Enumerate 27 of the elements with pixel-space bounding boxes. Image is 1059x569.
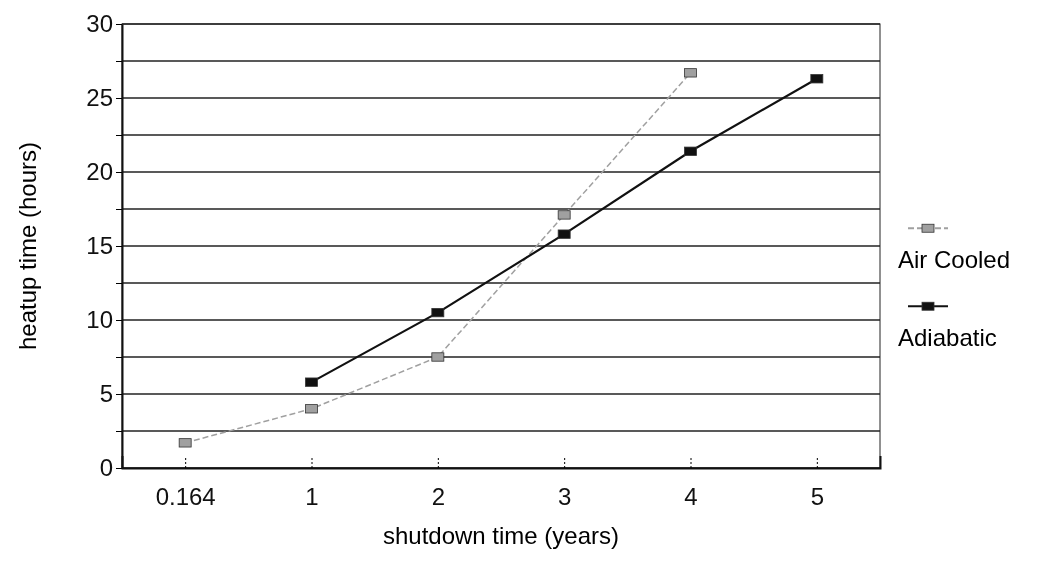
point bbox=[684, 146, 697, 156]
x-tick-label: 4 bbox=[684, 482, 698, 510]
y-tick-label: 30 bbox=[86, 10, 113, 38]
point bbox=[178, 438, 192, 448]
point bbox=[810, 74, 824, 84]
point bbox=[431, 352, 445, 362]
y-axis-title: heatup time (hours) bbox=[14, 141, 41, 351]
x-axis-title: shutdown time (years) bbox=[382, 522, 620, 549]
y-tick-label: 25 bbox=[86, 84, 113, 112]
point bbox=[431, 308, 445, 318]
point bbox=[684, 68, 697, 78]
x-tick-label: 2 bbox=[431, 482, 446, 510]
point bbox=[557, 229, 571, 239]
y-tick-label: 5 bbox=[99, 380, 113, 408]
point bbox=[557, 210, 571, 220]
x-tick-label: 3 bbox=[557, 482, 572, 510]
point bbox=[305, 404, 318, 414]
legend-label: Adiabatic bbox=[898, 324, 997, 352]
y-tick-label: 0 bbox=[99, 454, 113, 482]
legend-label: Air Cooled bbox=[898, 246, 1011, 274]
x-tick-label: 5 bbox=[810, 482, 825, 510]
point bbox=[305, 377, 318, 387]
y-tick-label: 20 bbox=[86, 158, 113, 186]
x-tick-label: 1 bbox=[305, 482, 319, 510]
x-tick-label: 0.164 bbox=[155, 482, 216, 510]
y-tick-label: 15 bbox=[86, 232, 113, 260]
y-tick-label: 10 bbox=[86, 306, 113, 334]
